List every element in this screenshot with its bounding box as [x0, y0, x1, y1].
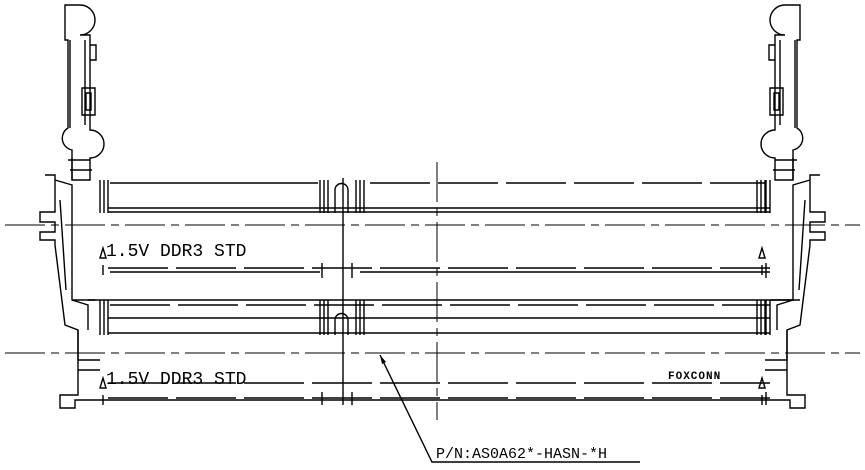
leader-arrow — [380, 355, 386, 364]
right-side — [756, 4, 826, 409]
slot-lower — [100, 300, 771, 405]
brand-mark: FOXCONN — [668, 371, 721, 383]
slot-upper — [88, 180, 800, 301]
slot-label: 1.5V DDR3 STD — [106, 370, 246, 390]
leader-line — [379, 354, 640, 463]
slot-label: 1.5V DDR3 STD — [106, 242, 246, 262]
part-number: P/N:AS0A62*-HASN-*H — [436, 446, 607, 463]
left-side — [39, 4, 109, 409]
